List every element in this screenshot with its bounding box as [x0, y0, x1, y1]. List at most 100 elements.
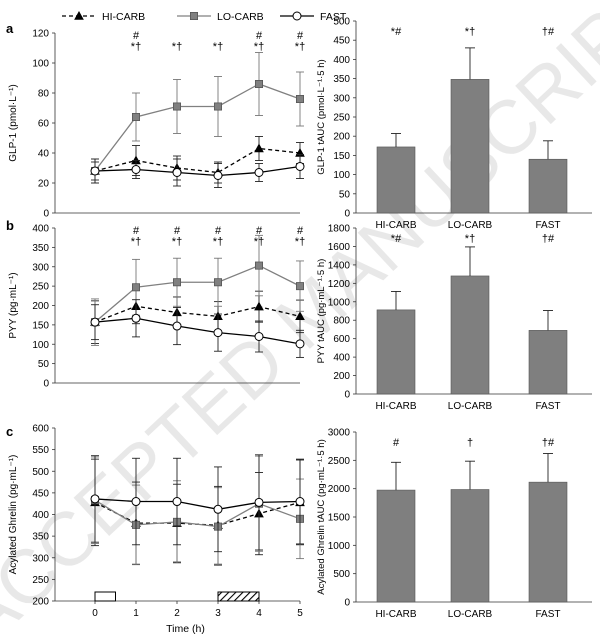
y-tick-label: 80 [38, 89, 50, 100]
series-line [94, 147, 301, 174]
chart-b-bar: 0 200 400 600 800 1000 1200 1400 1600 1800 PYY tAU… [316, 224, 592, 412]
significance-mark: *† [254, 41, 264, 53]
data-point [213, 102, 222, 111]
legend-marker [292, 11, 302, 21]
y-tick-label: 300 [333, 93, 350, 104]
y-tick-label: 400 [333, 55, 350, 66]
data-point [90, 166, 100, 176]
chart-c-line: c 200 250 300 350 400 450 500 550 600 0 1 2 3 4 5 Time (… [6, 424, 305, 635]
bar [450, 489, 490, 603]
y-tick-label: 350 [333, 74, 350, 85]
significance-mark: # [215, 225, 222, 237]
legend-label: LO-CARB [217, 11, 264, 23]
y-tick-label: 3000 [328, 428, 351, 439]
significance-mark: †# [542, 26, 555, 38]
y-tick-label: 600 [333, 334, 350, 345]
y-tick-label: 40 [38, 149, 50, 160]
y-tick-label: 500 [333, 569, 350, 580]
significance-mark: *# [391, 26, 402, 38]
y-tick-label: 500 [32, 467, 49, 478]
significance-mark: †# [542, 437, 555, 449]
series-line [94, 498, 301, 510]
bar [528, 330, 568, 395]
series-line [94, 499, 301, 528]
y-tick-label: 350 [32, 243, 49, 254]
series-line [94, 317, 301, 345]
y-tick-label: 0 [43, 209, 49, 220]
category-label: LO-CARB [448, 401, 493, 412]
x-tick-label: 3 [215, 608, 221, 619]
y-tick-label: 350 [32, 532, 49, 543]
data-point [213, 278, 222, 287]
series-fast [90, 299, 305, 358]
data-point [213, 328, 223, 338]
significance-mark: *† [295, 41, 305, 53]
y-tick-label: 100 [32, 59, 49, 70]
y-tick-label: 100 [333, 170, 350, 181]
data-point [172, 168, 182, 177]
series-hi-carb [90, 136, 305, 184]
significance-mark: *# [391, 233, 402, 245]
y-tick-label: 1000 [328, 541, 351, 552]
significance-mark: # [393, 437, 400, 449]
significance-mark: *† [213, 236, 223, 248]
series-lo-carb [91, 52, 304, 184]
y-tick-label: 2500 [328, 456, 351, 467]
bar [376, 146, 416, 214]
y-tick-label: 1600 [328, 242, 351, 253]
y-tick-label: 500 [333, 17, 350, 28]
panel-label: b [6, 218, 14, 233]
y-tick-label: 800 [333, 316, 350, 327]
panel-label: c [6, 424, 13, 439]
significance-mark: *† [172, 236, 182, 248]
significance-mark: †# [542, 233, 555, 245]
panel-label: a [6, 21, 14, 36]
y-axis-label: Acylated Ghrelin (pg·mL⁻¹) [8, 455, 19, 575]
series-line [94, 165, 301, 177]
data-point [90, 317, 100, 327]
data-point [295, 95, 304, 104]
y-tick-label: 20 [38, 179, 50, 190]
bar [450, 79, 490, 214]
significance-mark: # [174, 225, 181, 237]
significance-mark: # [256, 30, 263, 42]
x-tick-label: 5 [297, 608, 303, 619]
x-tick-label: 1 [133, 608, 139, 619]
y-tick-label: 400 [32, 510, 49, 521]
chart-a-bar: 0 50 100 150 200 250 300 350 400 450 500 GLP-1 tAUC… [316, 17, 592, 231]
x-tick-label: 4 [256, 608, 262, 619]
data-point [254, 497, 264, 507]
y-tick-label: 300 [32, 262, 49, 273]
x-axis-label: Time (h) [166, 623, 205, 635]
significance-mark: *† [213, 41, 223, 53]
y-tick-label: 250 [333, 113, 350, 124]
category-label: FAST [535, 609, 560, 620]
x-tick-label: 0 [92, 608, 98, 619]
category-label: FAST [535, 220, 560, 231]
legend-marker [189, 11, 198, 20]
y-tick-label: 1000 [328, 297, 351, 308]
series-line [94, 305, 301, 323]
y-tick-label: 1800 [328, 224, 351, 235]
y-tick-label: 1200 [328, 279, 351, 290]
y-tick-label: 0 [344, 209, 350, 220]
y-tick-label: 1500 [328, 513, 351, 524]
data-point [172, 321, 182, 331]
data-point [131, 283, 140, 292]
significance-mark: *† [131, 236, 141, 248]
y-tick-label: 200 [333, 371, 350, 382]
significance-mark: *† [131, 41, 141, 53]
significance-mark: # [133, 225, 140, 237]
y-tick-label: 400 [333, 353, 350, 364]
data-point [254, 80, 263, 89]
y-tick-label: 200 [32, 597, 49, 608]
y-tick-label: 50 [38, 359, 50, 370]
legend: HI-CARB LO-CARB FAST [62, 10, 347, 23]
significance-mark: *† [465, 26, 475, 38]
data-point [254, 301, 264, 311]
significance-mark: *† [254, 236, 264, 248]
data-point [254, 143, 264, 153]
